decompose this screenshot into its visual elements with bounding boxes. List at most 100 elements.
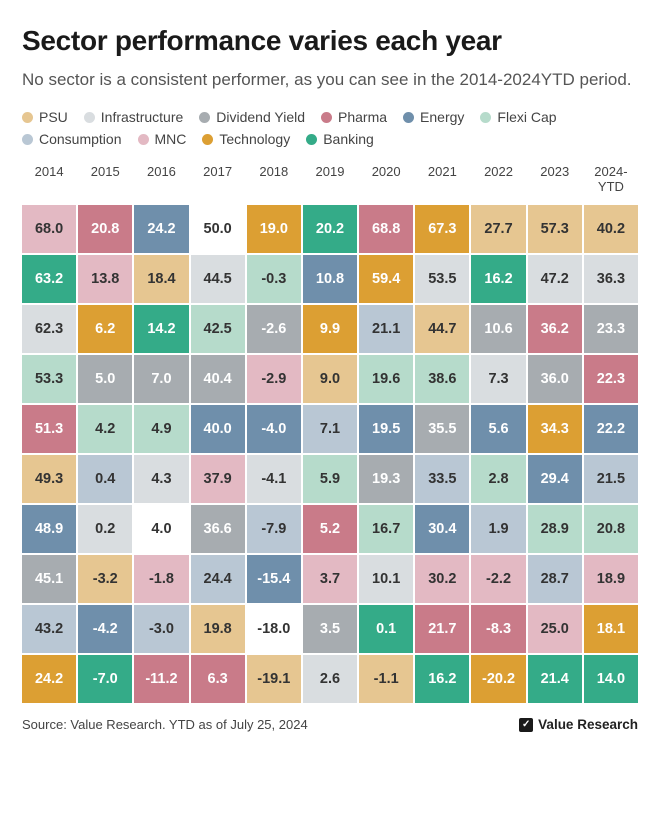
heatmap-cell: 67.3 [415, 205, 469, 253]
legend-item: Dividend Yield [199, 109, 305, 125]
heatmap-cell: 19.0 [247, 205, 301, 253]
legend-label: Technology [219, 131, 290, 147]
heatmap-cell: 10.1 [359, 555, 413, 603]
heatmap-cell: 0.1 [359, 605, 413, 653]
heatmap-cell: 30.2 [415, 555, 469, 603]
heatmap-cell: -1.8 [134, 555, 188, 603]
legend-item: Pharma [321, 109, 387, 125]
brand-label: Value Research [538, 717, 638, 732]
heatmap-cell: 49.3 [22, 455, 76, 503]
heatmap-cell: 4.9 [134, 405, 188, 453]
heatmap-cell: 36.0 [528, 355, 582, 403]
column-header: 2021 [415, 161, 469, 201]
page-title: Sector performance varies each year [22, 24, 638, 58]
heatmap-cell: 24.2 [134, 205, 188, 253]
heatmap-cell: 16.2 [415, 655, 469, 703]
heatmap-cell: 4.2 [78, 405, 132, 453]
legend-item: PSU [22, 109, 68, 125]
heatmap-cell: 68.8 [359, 205, 413, 253]
heatmap-cell: 68.0 [22, 205, 76, 253]
column-header: 2015 [78, 161, 132, 201]
column-header: 2016 [134, 161, 188, 201]
heatmap-cell: 59.4 [359, 255, 413, 303]
heatmap-cell: 14.0 [584, 655, 638, 703]
legend-item: MNC [138, 131, 187, 147]
legend-item: Technology [202, 131, 290, 147]
heatmap-cell: 21.5 [584, 455, 638, 503]
heatmap-cell: 30.4 [415, 505, 469, 553]
heatmap-cell: 19.5 [359, 405, 413, 453]
heatmap-cell: 18.9 [584, 555, 638, 603]
heatmap-cell: 5.0 [78, 355, 132, 403]
legend-label: Energy [420, 109, 464, 125]
heatmap-cell: 4.0 [134, 505, 188, 553]
heatmap-cell: -2.2 [471, 555, 525, 603]
heatmap-cell: 27.7 [471, 205, 525, 253]
heatmap-cell: 37.9 [191, 455, 245, 503]
legend-swatch [403, 112, 414, 123]
heatmap-cell: 35.5 [415, 405, 469, 453]
heatmap-cell: 47.2 [528, 255, 582, 303]
heatmap-cell: 36.3 [584, 255, 638, 303]
heatmap-cell: 51.3 [22, 405, 76, 453]
legend-label: MNC [155, 131, 187, 147]
heatmap-cell: 3.7 [303, 555, 357, 603]
heatmap-cell: 48.9 [22, 505, 76, 553]
heatmap-cell: 20.8 [584, 505, 638, 553]
heatmap-cell: 22.2 [584, 405, 638, 453]
heatmap-cell: 0.2 [78, 505, 132, 553]
source-text: Source: Value Research. YTD as of July 2… [22, 717, 308, 732]
heatmap-cell: -11.2 [134, 655, 188, 703]
legend-swatch [22, 134, 33, 145]
heatmap-cell: 2.8 [471, 455, 525, 503]
footer: Source: Value Research. YTD as of July 2… [22, 717, 638, 732]
heatmap-cell: 19.3 [359, 455, 413, 503]
heatmap-cell: 10.6 [471, 305, 525, 353]
heatmap-cell: 53.5 [415, 255, 469, 303]
heatmap-cell: 23.3 [584, 305, 638, 353]
legend-swatch [199, 112, 210, 123]
column-header: 2014 [22, 161, 76, 201]
legend-label: Infrastructure [101, 109, 183, 125]
legend-swatch [22, 112, 33, 123]
heatmap-cell: 21.4 [528, 655, 582, 703]
heatmap-cell: 16.7 [359, 505, 413, 553]
legend-item: Banking [306, 131, 374, 147]
heatmap-cell: 10.8 [303, 255, 357, 303]
legend-label: PSU [39, 109, 68, 125]
heatmap-cell: 25.0 [528, 605, 582, 653]
heatmap-cell: -19.1 [247, 655, 301, 703]
heatmap-cell: 40.4 [191, 355, 245, 403]
heatmap-cell: 40.0 [191, 405, 245, 453]
heatmap-cell: -3.2 [78, 555, 132, 603]
heatmap-cell: 18.1 [584, 605, 638, 653]
heatmap-cell: 7.3 [471, 355, 525, 403]
heatmap-cell: 50.0 [191, 205, 245, 253]
heatmap-cell: -4.2 [78, 605, 132, 653]
check-icon: ✓ [519, 718, 533, 732]
heatmap-cell: 7.1 [303, 405, 357, 453]
heatmap-cell: -2.9 [247, 355, 301, 403]
heatmap-cell: 63.2 [22, 255, 76, 303]
legend-swatch [84, 112, 95, 123]
heatmap-cell: 7.0 [134, 355, 188, 403]
heatmap-cell: 40.2 [584, 205, 638, 253]
heatmap-cell: 5.6 [471, 405, 525, 453]
legend-swatch [306, 134, 317, 145]
legend-label: Consumption [39, 131, 122, 147]
heatmap-cell: -1.1 [359, 655, 413, 703]
heatmap-cell: 36.6 [191, 505, 245, 553]
brand: ✓ Value Research [519, 717, 638, 732]
heatmap-cell: 9.9 [303, 305, 357, 353]
heatmap-cell: 5.2 [303, 505, 357, 553]
heatmap-cell: -8.3 [471, 605, 525, 653]
heatmap-cell: 19.8 [191, 605, 245, 653]
heatmap-cell: 22.3 [584, 355, 638, 403]
heatmap-cell: 24.2 [22, 655, 76, 703]
column-header: 2023 [528, 161, 582, 201]
heatmap-cell: 36.2 [528, 305, 582, 353]
heatmap-cell: 16.2 [471, 255, 525, 303]
legend-label: Flexi Cap [497, 109, 556, 125]
heatmap-cell: 33.5 [415, 455, 469, 503]
heatmap-cell: 21.7 [415, 605, 469, 653]
